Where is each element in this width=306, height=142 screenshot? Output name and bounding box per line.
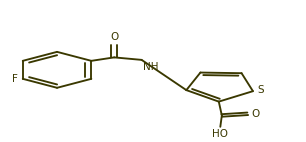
Text: O: O bbox=[252, 109, 259, 119]
Text: O: O bbox=[110, 32, 118, 42]
Text: NH: NH bbox=[144, 61, 159, 72]
Text: S: S bbox=[258, 85, 264, 95]
Text: F: F bbox=[12, 74, 18, 84]
Text: HO: HO bbox=[212, 129, 228, 139]
